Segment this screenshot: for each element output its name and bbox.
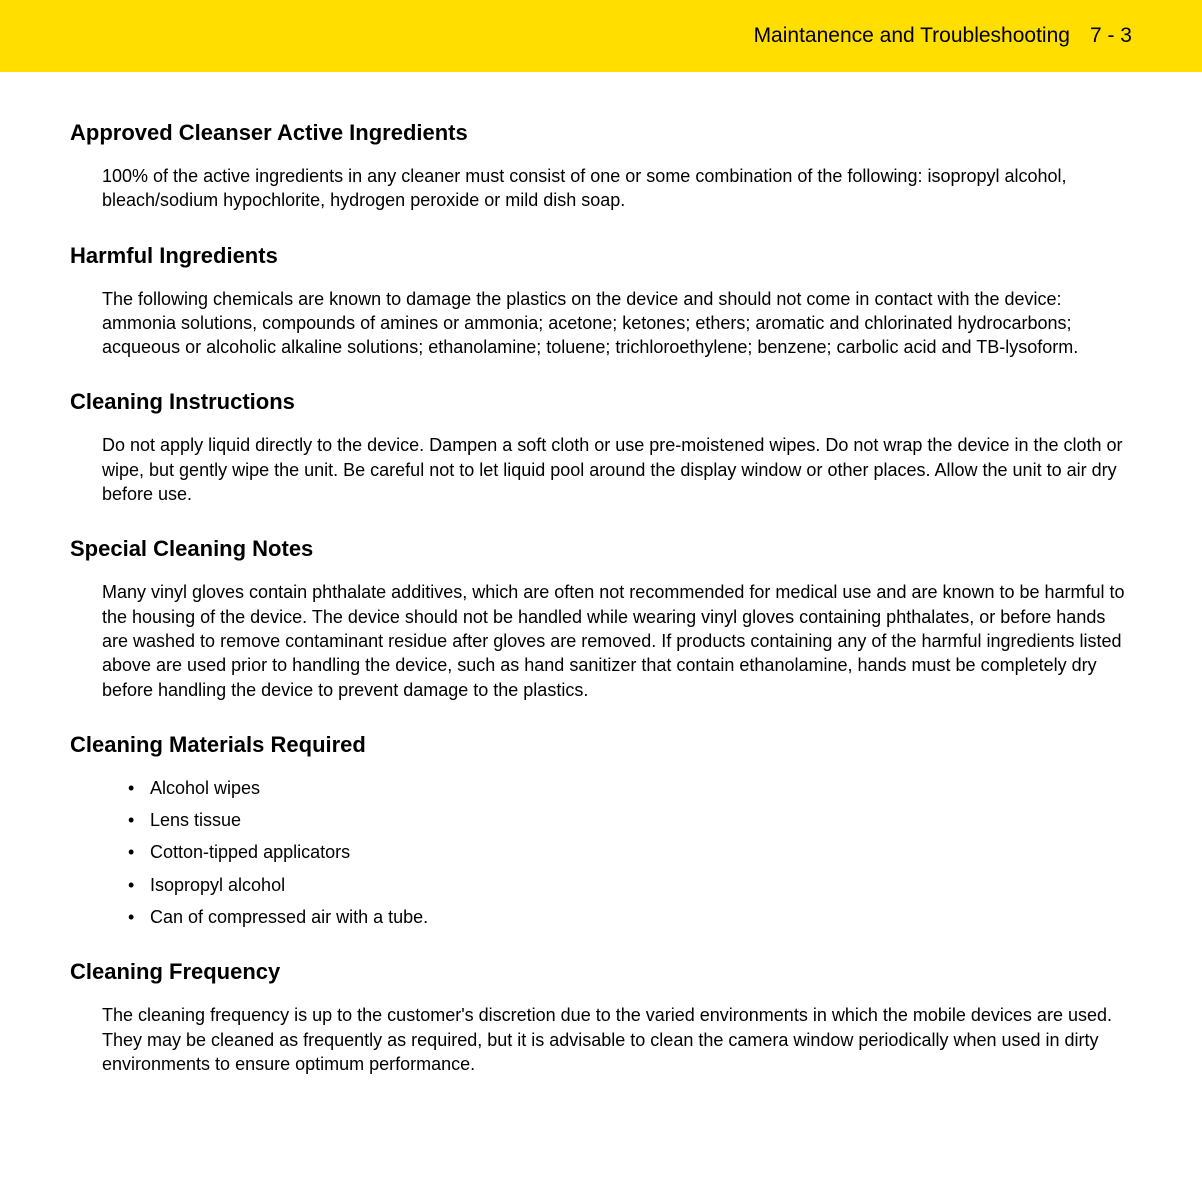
section-heading-special-cleaning-notes: Special Cleaning Notes [70, 536, 1132, 562]
cleaning-materials-list: Alcohol wipes Lens tissue Cotton-tipped … [128, 776, 1132, 929]
section-body-harmful-ingredients: The following chemicals are known to dam… [102, 287, 1132, 360]
header-title: Maintanence and Troubleshooting [754, 24, 1070, 48]
page-header: Maintanence and Troubleshooting 7 - 3 [0, 0, 1202, 72]
section-body-approved-cleanser: 100% of the active ingredients in any cl… [102, 164, 1132, 213]
list-item: Isopropyl alcohol [128, 873, 1132, 897]
list-item: Can of compressed air with a tube. [128, 905, 1132, 929]
section-body-cleaning-instructions: Do not apply liquid directly to the devi… [102, 433, 1132, 506]
page-content: Approved Cleanser Active Ingredients 100… [0, 72, 1202, 1146]
section-heading-cleaning-materials: Cleaning Materials Required [70, 732, 1132, 758]
section-heading-cleaning-frequency: Cleaning Frequency [70, 959, 1132, 985]
section-heading-cleaning-instructions: Cleaning Instructions [70, 389, 1132, 415]
list-item: Alcohol wipes [128, 776, 1132, 800]
section-body-cleaning-frequency: The cleaning frequency is up to the cust… [102, 1003, 1132, 1076]
section-heading-harmful-ingredients: Harmful Ingredients [70, 243, 1132, 269]
header-page-number: 7 - 3 [1090, 24, 1132, 48]
list-item: Lens tissue [128, 808, 1132, 832]
section-body-special-cleaning-notes: Many vinyl gloves contain phthalate addi… [102, 580, 1132, 701]
list-item: Cotton-tipped applicators [128, 840, 1132, 864]
section-heading-approved-cleanser: Approved Cleanser Active Ingredients [70, 120, 1132, 146]
